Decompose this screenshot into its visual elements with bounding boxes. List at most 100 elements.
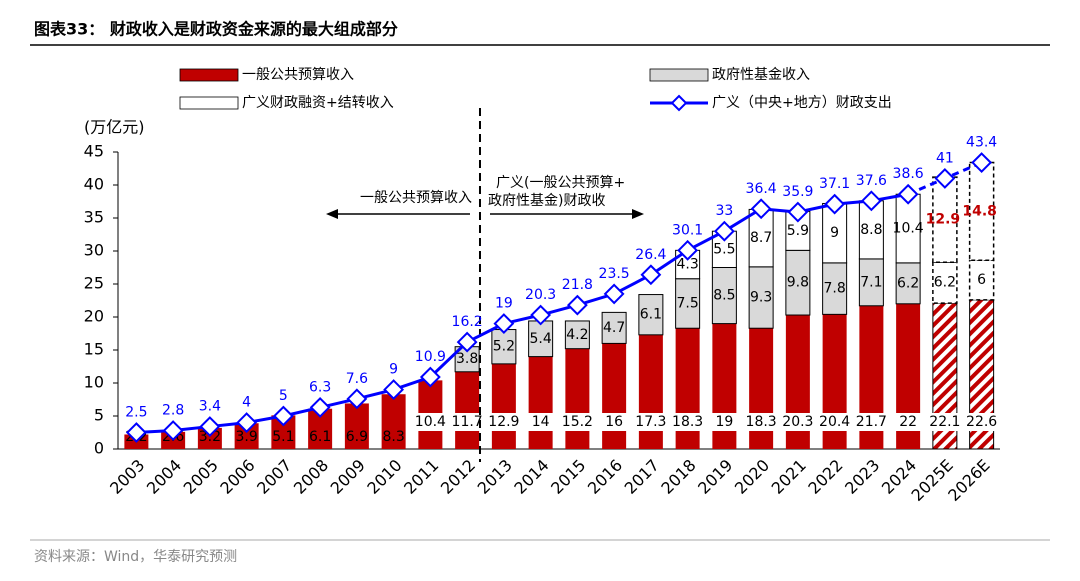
line-label: 9: [389, 362, 398, 378]
x-tick-label: 2026E: [944, 456, 993, 505]
line-label: 5: [279, 388, 288, 404]
label-bg: [413, 413, 448, 431]
label-bg: [523, 413, 558, 431]
value-label: 6.2: [934, 275, 956, 291]
marker: [824, 193, 846, 215]
line-label: 20.3: [525, 287, 556, 303]
value-label: 4.2: [566, 327, 588, 343]
line-label: 33: [715, 203, 733, 219]
line-label: 21.8: [562, 277, 593, 293]
value-label: 15.2: [562, 414, 593, 430]
bar: [785, 249, 811, 316]
value-label: 7.8: [823, 281, 845, 297]
x-tick-label: 2021: [768, 456, 810, 498]
line-label: 41: [936, 150, 954, 166]
label-bg: [450, 413, 485, 431]
value-label: 18.3: [746, 414, 777, 430]
marker: [419, 366, 441, 388]
value-label: 12.9: [926, 212, 961, 228]
y-tick-label: 40: [84, 175, 104, 194]
bar: [381, 394, 406, 449]
value-label: 6: [977, 272, 986, 288]
value-label: 10.4: [415, 414, 446, 430]
source: 资料来源：Wind，华泰研究预测: [34, 549, 237, 565]
bar: [528, 356, 553, 449]
label-bg: [486, 413, 521, 431]
label-bg: [854, 413, 889, 431]
label-bg: [744, 413, 779, 431]
x-tick-label: 2014: [510, 456, 552, 498]
arrow-head: [326, 209, 338, 219]
x-tick-label: 2019: [694, 456, 736, 498]
line-label: 37.1: [819, 176, 850, 192]
bar: [491, 329, 517, 365]
legend-swatch: [179, 96, 239, 110]
line-label: 2.8: [162, 403, 184, 419]
label-bg: [597, 413, 632, 431]
chart-title: 图表33： 财政收入是财政资金来源的最大组成部分: [34, 20, 398, 39]
bar: [932, 176, 958, 263]
value-label: 9.3: [750, 290, 772, 306]
bar: [932, 261, 958, 304]
marker: [162, 420, 184, 441]
legend-label: 政府性基金收入: [712, 66, 810, 83]
marker: [934, 167, 956, 189]
value-label: 5.2: [493, 339, 515, 355]
bar: [711, 267, 737, 325]
line-label: 26.4: [635, 247, 666, 263]
value-label: 10.4: [893, 221, 924, 237]
value-label: 3.9: [235, 429, 257, 445]
legend-swatch: [649, 68, 709, 82]
marker: [530, 304, 552, 326]
value-label: 18.3: [672, 414, 703, 430]
y-tick-label: 15: [84, 340, 104, 359]
bar: [638, 334, 663, 449]
legend-marker: [670, 94, 688, 112]
label-bg: [780, 413, 815, 431]
annotation: 政府性基金)财政收: [488, 192, 605, 209]
marker: [787, 201, 809, 223]
legend-swatch: [179, 68, 239, 82]
marker: [125, 422, 147, 443]
x-tick-label: 2023: [841, 456, 883, 498]
value-label: 6.9: [346, 429, 368, 445]
line-label: 4: [242, 395, 251, 411]
line-label: 6.3: [309, 379, 331, 395]
y-tick-label: 5: [94, 406, 104, 425]
marker: [677, 239, 699, 261]
bar: [822, 262, 848, 315]
line-label: 30.1: [672, 222, 703, 238]
x-tick-label: 2008: [290, 456, 332, 498]
x-tick-label: 2003: [106, 456, 148, 498]
line-label: 19: [495, 296, 513, 312]
value-label: 22.6: [966, 414, 997, 430]
y-axis-label: (万亿元): [84, 118, 145, 137]
line-label: 35.9: [782, 184, 813, 200]
x-tick-label: 2004: [143, 456, 185, 498]
value-label: 11.7: [452, 414, 483, 430]
label-bg: [633, 413, 668, 431]
x-tick-label: 2010: [363, 456, 405, 498]
x-tick-label: 2022: [804, 456, 846, 498]
y-tick-label: 10: [84, 373, 104, 392]
value-label: 8.3: [382, 429, 404, 445]
bar: [638, 294, 664, 336]
legend-label: 一般公共预算收入: [242, 67, 354, 83]
bar: [197, 427, 222, 449]
value-label: 3.2: [199, 429, 221, 445]
legend-label: 广义（中央+地方）财政支出: [712, 95, 892, 111]
y-tick-label: 35: [84, 208, 104, 227]
annotation: 广义(一般公共预算+: [496, 175, 625, 191]
value-label: 12.9: [488, 414, 519, 430]
marker: [971, 152, 993, 173]
marker: [750, 198, 772, 220]
x-tick-label: 2020: [731, 456, 773, 498]
value-label: 9.8: [787, 275, 809, 291]
line-label: 16.2: [452, 314, 483, 330]
line-label: 3.4: [199, 399, 221, 415]
value-label: 4.7: [603, 320, 625, 336]
annotation: 一般公共预算收入: [360, 190, 472, 206]
marker: [493, 313, 515, 335]
